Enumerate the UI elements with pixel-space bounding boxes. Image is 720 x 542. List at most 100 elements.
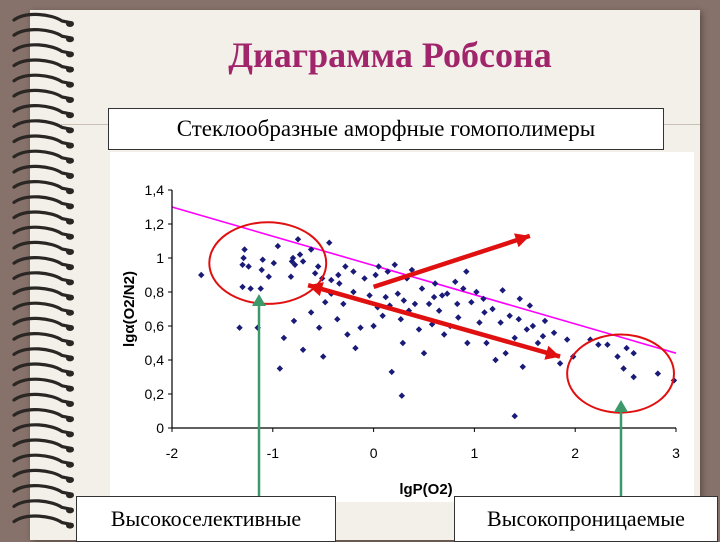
data-point bbox=[534, 339, 542, 347]
binding-ring bbox=[12, 438, 74, 451]
binding-ring bbox=[12, 453, 74, 466]
data-point bbox=[464, 339, 471, 347]
data-point bbox=[473, 288, 480, 296]
data-point bbox=[357, 324, 364, 331]
binding-ring bbox=[12, 134, 74, 147]
data-point bbox=[556, 360, 564, 367]
data-point bbox=[350, 268, 357, 275]
binding-ring bbox=[12, 468, 74, 481]
data-point bbox=[483, 339, 490, 347]
binding-hole bbox=[66, 522, 74, 529]
data-point bbox=[541, 317, 549, 325]
data-point bbox=[502, 350, 509, 357]
data-point bbox=[418, 285, 426, 292]
data-point bbox=[372, 271, 379, 279]
binding-hole bbox=[66, 416, 74, 423]
binding-hole bbox=[66, 112, 74, 119]
data-point bbox=[342, 263, 349, 270]
data-point bbox=[526, 302, 534, 309]
data-point bbox=[258, 266, 265, 274]
binding-ring bbox=[12, 271, 74, 283]
data-point bbox=[430, 293, 438, 301]
data-point bbox=[198, 271, 205, 279]
data-point bbox=[550, 329, 558, 336]
data-point bbox=[257, 285, 264, 292]
data-point bbox=[335, 271, 342, 279]
binding-hole bbox=[66, 203, 74, 210]
data-point bbox=[455, 314, 462, 321]
binding-hole bbox=[66, 385, 74, 392]
data-point bbox=[344, 331, 351, 338]
data-point bbox=[379, 312, 386, 319]
binding-hole bbox=[66, 492, 74, 499]
data-point bbox=[397, 316, 405, 323]
data-point bbox=[529, 322, 537, 330]
data-point bbox=[245, 263, 252, 270]
binding-ring bbox=[12, 28, 74, 40]
data-point bbox=[511, 412, 518, 420]
y-tick-label: 1,4 bbox=[145, 182, 165, 198]
upper-bound-line bbox=[171, 206, 677, 354]
y-axis-title: lgα(O2/N2) bbox=[121, 271, 138, 347]
binding-hole bbox=[66, 370, 74, 377]
data-point bbox=[443, 290, 451, 297]
data-point bbox=[239, 283, 246, 291]
data-point bbox=[408, 266, 416, 274]
data-point bbox=[506, 312, 513, 319]
data-point bbox=[290, 317, 298, 325]
binding-hole bbox=[66, 477, 74, 483]
data-point bbox=[241, 246, 248, 253]
data-point bbox=[595, 341, 602, 348]
data-point bbox=[270, 259, 278, 267]
x-tick-label: -2 bbox=[166, 445, 179, 461]
binding-ring bbox=[12, 514, 74, 527]
binding-hole bbox=[66, 127, 74, 134]
binding-ring bbox=[12, 484, 74, 496]
data-point bbox=[239, 261, 246, 268]
slide-title: Диаграмма Робсона bbox=[228, 35, 552, 75]
data-point bbox=[366, 292, 373, 299]
data-point bbox=[492, 356, 499, 364]
data-point bbox=[438, 292, 446, 299]
x-tick-label: 0 bbox=[370, 445, 378, 461]
data-point bbox=[315, 324, 323, 331]
binding-hole bbox=[66, 51, 74, 58]
data-point bbox=[311, 270, 319, 277]
data-point bbox=[435, 307, 443, 314]
spiral-binding bbox=[12, 12, 74, 529]
data-point bbox=[411, 300, 419, 308]
data-point bbox=[481, 309, 488, 316]
x-tick-label: 2 bbox=[571, 445, 579, 461]
binding-ring bbox=[12, 58, 74, 71]
data-point bbox=[328, 276, 335, 284]
binding-hole bbox=[66, 142, 74, 149]
binding-ring bbox=[12, 12, 74, 25]
robeson-scatter-chart: 0 0,2 0,4 0,6 0,8 1 1,2 1,4 -2 -1 0 1 2 3 lgP(O2) lgα(O… bbox=[121, 182, 680, 498]
data-point bbox=[400, 297, 408, 304]
y-tick-label: 1 bbox=[156, 250, 164, 266]
binding-ring bbox=[12, 362, 74, 375]
data-point bbox=[415, 326, 423, 333]
binding-hole bbox=[66, 431, 74, 438]
binding-ring bbox=[12, 43, 74, 55]
data-point bbox=[336, 280, 343, 287]
data-point bbox=[519, 363, 526, 370]
data-point bbox=[515, 316, 522, 323]
x-tick-label: 3 bbox=[672, 445, 680, 461]
data-point bbox=[361, 275, 368, 282]
trend-arrow bbox=[372, 233, 531, 290]
binding-ring bbox=[12, 195, 74, 207]
binding-ring bbox=[12, 104, 74, 116]
data-point bbox=[384, 268, 391, 275]
data-point bbox=[289, 254, 297, 262]
data-point bbox=[398, 392, 406, 399]
x-axis-title: lgP(O2) bbox=[399, 481, 452, 498]
slide-subtitle: Стеклообразные аморфные гомополимеры bbox=[108, 108, 664, 150]
data-point bbox=[630, 373, 637, 381]
binding-ring bbox=[12, 164, 74, 177]
binding-hole bbox=[66, 446, 74, 453]
binding-ring bbox=[12, 347, 74, 359]
data-point bbox=[489, 305, 496, 313]
binding-ring bbox=[12, 286, 74, 299]
data-point bbox=[614, 353, 621, 360]
